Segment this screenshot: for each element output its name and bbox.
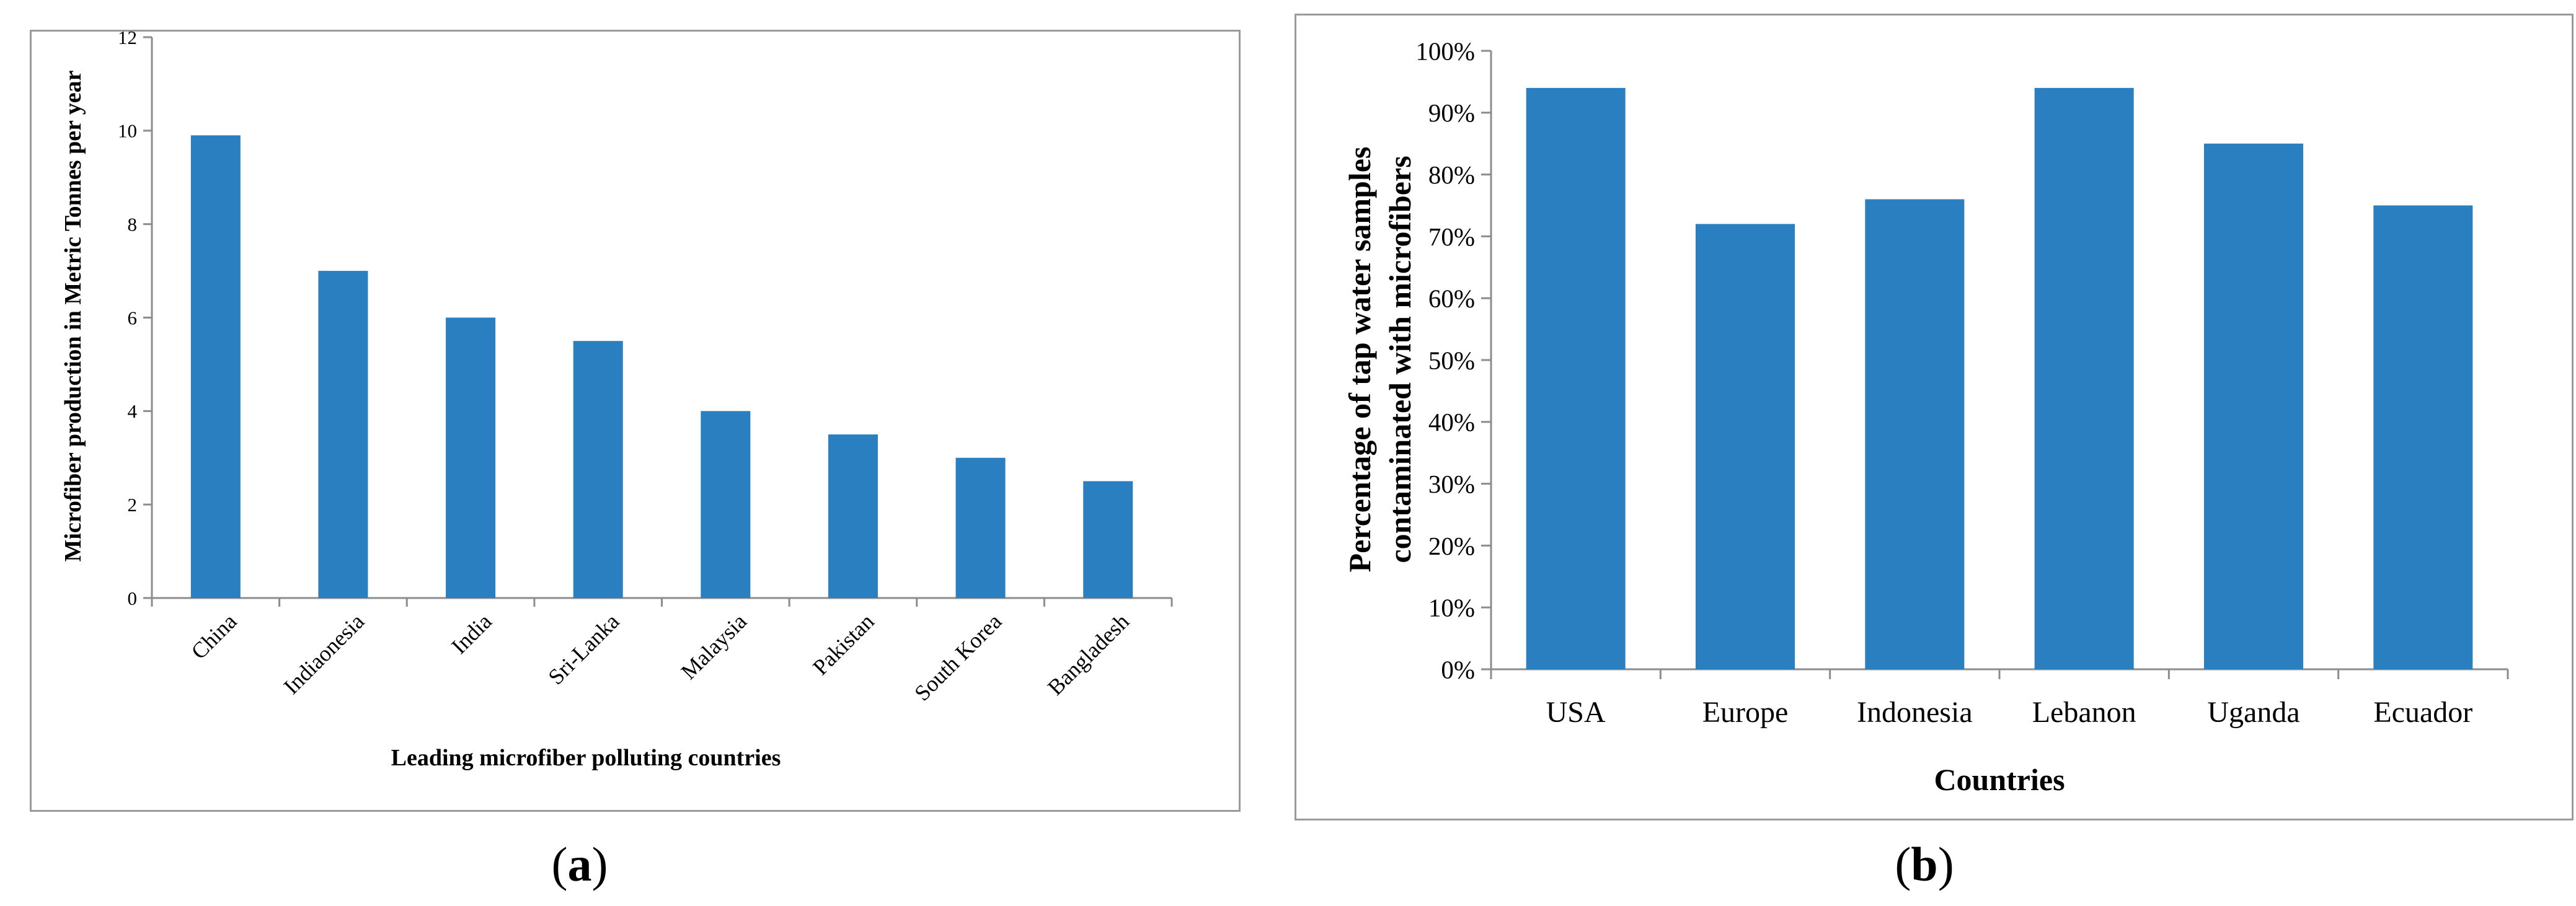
chart-a-bar xyxy=(446,317,496,598)
chart-a-bar xyxy=(828,434,878,598)
caption-a: (a) xyxy=(551,837,608,891)
chart-b-y-axis-label-line: contaminated with microfibers xyxy=(1383,156,1417,563)
chart-a-x-axis-label: Leading microfiber polluting countries xyxy=(391,745,781,771)
chart-b-y-tick-label: 60% xyxy=(1428,284,1475,313)
chart-a-category-label: Sri-Lanka xyxy=(543,609,624,689)
chart-b-bar xyxy=(2373,205,2473,669)
chart-a-bar xyxy=(190,135,241,598)
chart-b-y-tick-label: 10% xyxy=(1428,594,1475,622)
chart-b-bar xyxy=(1696,224,1795,669)
caption-b: (b) xyxy=(1895,837,1954,891)
chart-a-y-tick-label: 0 xyxy=(128,587,138,609)
chart-b-category-label: Lebanon xyxy=(2032,696,2136,729)
chart-b-y-tick-label: 0% xyxy=(1441,655,1475,684)
chart-a-y-tick-label: 12 xyxy=(118,27,137,48)
chart-a-bar xyxy=(318,271,368,598)
chart-a-y-axis-label: Microfiber production in Metric Tonnes p… xyxy=(60,70,86,561)
chart-b-y-tick-label: 20% xyxy=(1428,532,1475,560)
chart-b-y-axis-label-line: Percentage of tap water samples xyxy=(1342,147,1377,573)
chart-b-bar xyxy=(2204,143,2303,669)
chart-a-bar xyxy=(701,411,751,598)
chart-a-category-label: China xyxy=(186,609,241,664)
chart-b-category-label: Ecuador xyxy=(2373,696,2472,729)
chart-b-x-axis-label: Countries xyxy=(1934,762,2065,797)
chart-b-y-tick-label: 80% xyxy=(1428,161,1475,189)
chart-b-y-tick-label: 30% xyxy=(1428,470,1475,498)
chart-a-y-tick-label: 10 xyxy=(118,120,137,142)
chart-a-bar xyxy=(955,457,1006,598)
chart-b-category-label: Europe xyxy=(1702,696,1789,729)
chart-b-category-label: USA xyxy=(1546,696,1606,729)
chart-b-y-tick-label: 50% xyxy=(1428,346,1475,374)
chart-a-category-label: Malaysia xyxy=(676,609,751,684)
chart-a-category-label: South Korea xyxy=(910,609,1006,705)
chart-a-y-tick-label: 8 xyxy=(128,214,138,235)
chart-b-bar xyxy=(1865,199,1965,669)
chart-b-y-tick-label: 100% xyxy=(1415,37,1475,65)
chart-b-bar xyxy=(2034,87,2134,669)
chart-a-y-tick-label: 2 xyxy=(128,494,138,516)
chart-b-category-label: Uganda xyxy=(2207,696,2299,729)
chart-a-category-label: Pakistan xyxy=(808,609,879,680)
chart-b-y-tick-label: 90% xyxy=(1428,99,1475,127)
chart-b-y-tick-label: 40% xyxy=(1428,408,1475,436)
chart-a-category-label: Bangladesh xyxy=(1043,609,1134,700)
chart-b-bar xyxy=(1526,87,1626,669)
chart-a-bar xyxy=(573,341,623,598)
chart-b-category-label: Indonesia xyxy=(1857,696,1973,729)
chart-a-category-label: Indiaonesia xyxy=(279,609,370,699)
chart-a-y-tick-label: 6 xyxy=(128,307,138,328)
chart-a-category-label: India xyxy=(446,609,497,659)
chart-b-y-tick-label: 70% xyxy=(1428,222,1475,251)
chart-a-bar xyxy=(1083,481,1133,598)
chart-a-y-tick-label: 4 xyxy=(128,400,138,422)
